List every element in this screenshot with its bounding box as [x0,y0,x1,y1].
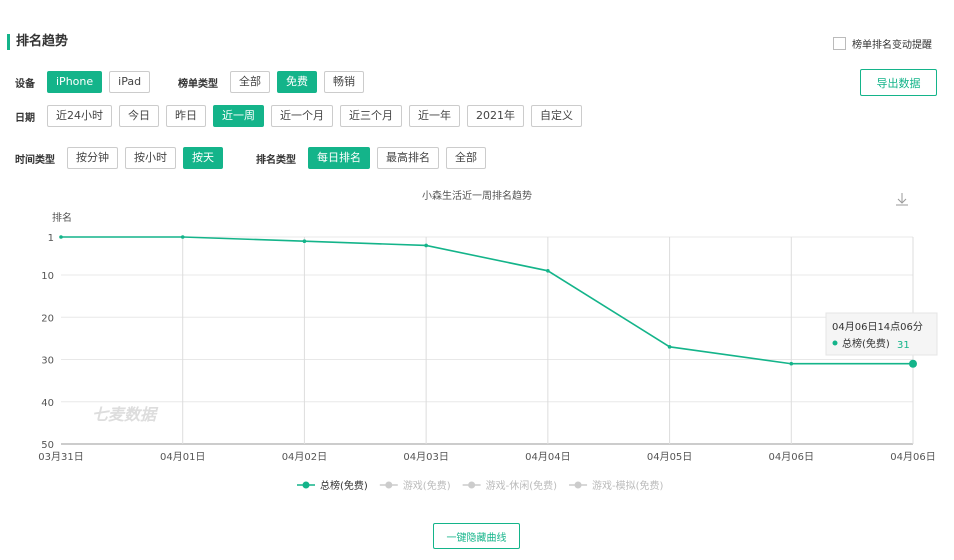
point [180,235,185,239]
point [546,268,550,273]
export-button[interactable]: 导出数据 [860,69,937,96]
tooltip-title: 04月06日14点06分 [832,321,923,333]
point [59,235,63,239]
filter-option[interactable]: 按小时 [125,147,176,169]
filter-label: 榜单类型 [178,78,218,90]
checkbox[interactable] [833,37,846,50]
filter-group: 时间类型 按分钟 按小时 按天 [15,147,230,169]
x-tick-label: 04月06日 [890,451,935,463]
filter-label: 时间类型 [15,154,55,166]
point [667,345,672,349]
legend-dot [574,481,582,489]
alert-label: 榜单排名变动提醒 [852,40,932,51]
chart-title: 小森生活近一周排名趋势 [422,189,532,202]
filter-option[interactable]: 按分钟 [67,147,118,169]
alert-toggle[interactable]: 榜单排名变动提醒 [833,36,932,51]
filter-option[interactable]: 全部 [446,147,486,169]
x-tick-label: 04月02日 [282,451,327,463]
legend-dot [385,481,393,489]
tooltip-value: 31 [897,340,910,351]
filter-label: 设备 [15,78,35,90]
y-tick-label: 20 [41,313,54,324]
filter-option[interactable]: 每日排名 [308,147,370,169]
filter-option[interactable]: 畅销 [324,71,364,93]
x-tick-label: 04月05日 [647,451,692,463]
filter-group: 设备 iPhone iPad [15,71,157,93]
filter-option[interactable]: 最高排名 [377,147,439,169]
filter-group: 排名类型 每日排名 最高排名 全部 [256,147,493,169]
filter-group: 榜单类型 全部 免费 畅销 [178,71,371,93]
y-tick-label: 10 [41,271,54,282]
section-title: 排名趋势 [7,34,68,50]
filter-option[interactable]: 自定义 [531,105,582,127]
tooltip-dot [832,340,838,346]
filter-option[interactable]: 免费 [277,71,317,93]
x-tick-label: 04月01日 [160,451,205,463]
y-tick-label: 30 [41,356,54,367]
legend-label: 总榜(免费) [320,479,368,492]
y-tick-label: 1 [48,233,54,244]
filter-label: 排名类型 [256,154,296,166]
line [61,236,913,365]
hide-curves-button[interactable]: 一键隐藏曲线 [433,523,520,549]
point [302,239,307,244]
point [789,361,794,366]
y-tick-label: 40 [41,398,54,409]
legend-dot [468,481,476,489]
watermark: 七麦数据 [92,405,159,424]
export-label: 导出数据 [876,76,921,90]
legend-label: 游戏(免费) [403,479,451,492]
filter-option[interactable]: 按天 [183,147,223,169]
x-tick-label: 04月04日 [525,451,570,463]
filter-option[interactable]: 全部 [230,71,270,93]
filter-option[interactable]: 近三个月 [340,105,402,127]
download-icon [896,193,908,206]
filter-option[interactable]: 2021年 [467,105,524,127]
filter-option[interactable]: 近24小时 [47,105,112,127]
x-tick-label: 03月31日 [38,451,83,463]
filter-label: 日期 [15,112,35,124]
y-tick-label: 50 [41,440,54,451]
x-tick-label: 04月06日 [769,451,814,463]
legend-label: 游戏-模拟(免费) [592,479,664,492]
hide-curves-label: 一键隐藏曲线 [446,532,507,544]
filter-option[interactable]: iPhone [47,71,103,93]
x-tick-label: 04月03日 [403,451,448,463]
filter-option[interactable]: 昨日 [166,105,206,127]
tooltip-series: 总榜(免费) [842,337,890,350]
point [909,359,917,368]
filter-group: 日期 近24小时 今日 昨日 近一周 近一个月 近三个月 近一年 2021年 自定义 [15,105,589,127]
legend-dot [302,481,310,489]
filter-option[interactable]: 近一年 [409,105,460,127]
tooltip-box [825,312,938,356]
filter-option[interactable]: iPad [109,71,151,93]
filter-option[interactable]: 近一周 [213,105,264,127]
point [424,243,428,248]
legend-label: 游戏-休闲(免费) [486,479,558,492]
y-axis-label: 排名 [52,211,72,224]
filter-option[interactable]: 近一个月 [271,105,333,127]
filter-option[interactable]: 今日 [119,105,159,127]
